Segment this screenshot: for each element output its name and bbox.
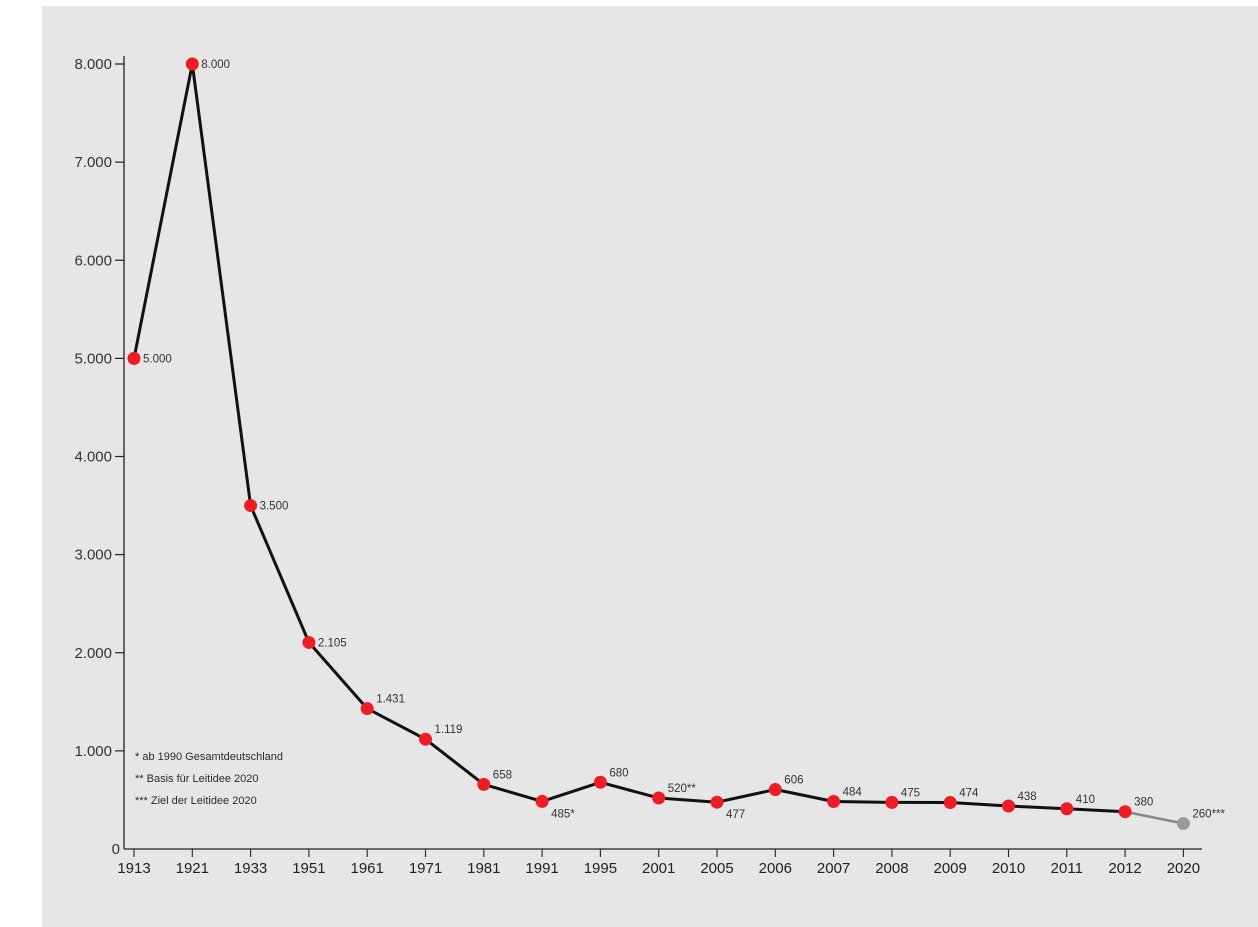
x-tick-label: 1921 (176, 860, 209, 877)
data-point (1118, 805, 1132, 819)
series-points (127, 57, 1190, 830)
x-tick-label: 1981 (467, 860, 500, 877)
line-chart: 0 1.000 2.000 3.000 4.000 5.000 6.000 7.000 8.00… (74, 56, 1226, 877)
x-tick-label: 1951 (292, 860, 325, 877)
footnotes: * ab 1990 Gesamtdeutschland ** Basis für … (135, 751, 283, 807)
data-point (185, 57, 199, 71)
data-label: 475 (901, 787, 920, 799)
x-tick-label: 1995 (584, 860, 617, 877)
data-label: 5.000 (143, 353, 172, 365)
y-tick-label: 5.000 (74, 350, 112, 367)
data-label: 8.000 (201, 59, 230, 71)
data-label: 477 (726, 809, 745, 821)
data-label: 474 (959, 787, 979, 799)
x-tick-label: 1991 (525, 860, 558, 877)
data-point (127, 351, 141, 365)
y-tick-label: 1.000 (74, 743, 112, 760)
x-tick-label: 2020 (1167, 860, 1200, 877)
data-point (652, 791, 666, 805)
y-tick-label: 3.000 (74, 547, 112, 564)
data-point (477, 777, 491, 791)
x-tick-label: 1933 (234, 860, 267, 877)
chart-panel: 0 1.000 2.000 3.000 4.000 5.000 6.000 7.000 8.00… (42, 6, 1258, 927)
data-label: 484 (843, 787, 863, 799)
x-tick-label: 2001 (642, 860, 675, 877)
data-label: 606 (784, 775, 803, 787)
target-point (1176, 816, 1190, 830)
data-point (1060, 802, 1074, 816)
data-label: 380 (1134, 797, 1153, 809)
x-tick-label: 2010 (992, 860, 1025, 877)
data-point (768, 783, 782, 797)
data-labels: 5.000 8.000 3.500 2.105 1.431 1.119 658 485* 680… (143, 59, 1226, 821)
x-tick-label: 2009 (934, 860, 967, 877)
data-label: 410 (1076, 794, 1095, 806)
y-tick-label: 2.000 (74, 645, 112, 662)
data-label: 658 (493, 769, 512, 781)
data-label: 1.119 (435, 724, 463, 736)
data-label: 520** (668, 783, 697, 795)
x-tick-label: 2011 (1051, 860, 1083, 877)
x-tick-label: 2008 (875, 860, 908, 877)
data-point (535, 794, 549, 808)
y-tick-label: 0 (112, 841, 120, 858)
x-tick-label: 1913 (117, 860, 150, 877)
data-point (593, 775, 607, 789)
y-tick-label: 4.000 (74, 449, 112, 466)
data-label: 1.431 (376, 694, 405, 706)
data-point (885, 795, 899, 809)
data-point (302, 635, 316, 649)
x-tick-label: 1971 (409, 860, 442, 877)
x-tick-label: 2012 (1108, 860, 1141, 877)
data-point (710, 795, 724, 809)
data-point (419, 732, 432, 746)
data-label: 485* (551, 808, 575, 820)
footnote: * ab 1990 Gesamtdeutschland (135, 751, 283, 763)
target-line-segment (1124, 810, 1184, 825)
footnote: *** Ziel der Leitidee 2020 (135, 795, 257, 807)
data-label: 438 (1018, 791, 1037, 803)
x-tick-label: 2006 (759, 860, 792, 877)
data-point (943, 795, 957, 809)
data-point (244, 499, 258, 513)
y-tick-label: 6.000 (74, 252, 112, 269)
data-label: 3.500 (260, 501, 289, 513)
data-label: 680 (609, 767, 628, 779)
x-tick-label: 2007 (817, 860, 850, 877)
data-label: 260*** (1192, 808, 1225, 820)
x-tick-label: 2005 (700, 860, 733, 877)
y-axis-ticks: 0 1.000 2.000 3.000 4.000 5.000 6.000 7.000 8.00… (74, 56, 124, 858)
data-point (360, 702, 374, 716)
footnote: ** Basis für Leitidee 2020 (135, 773, 259, 785)
series-lines (132, 62, 1184, 825)
series-line (132, 62, 1126, 814)
y-tick-label: 7.000 (74, 154, 112, 171)
data-label: 2.105 (318, 637, 347, 649)
data-point (1002, 799, 1015, 813)
y-tick-label: 8.000 (74, 56, 112, 73)
axes (123, 56, 1202, 850)
data-point (827, 795, 841, 809)
x-tick-label: 1961 (351, 860, 384, 877)
x-axis-ticks: 1913 1921 1933 1951 1961 1971 1981 1991 1995 2001… (117, 849, 1200, 877)
